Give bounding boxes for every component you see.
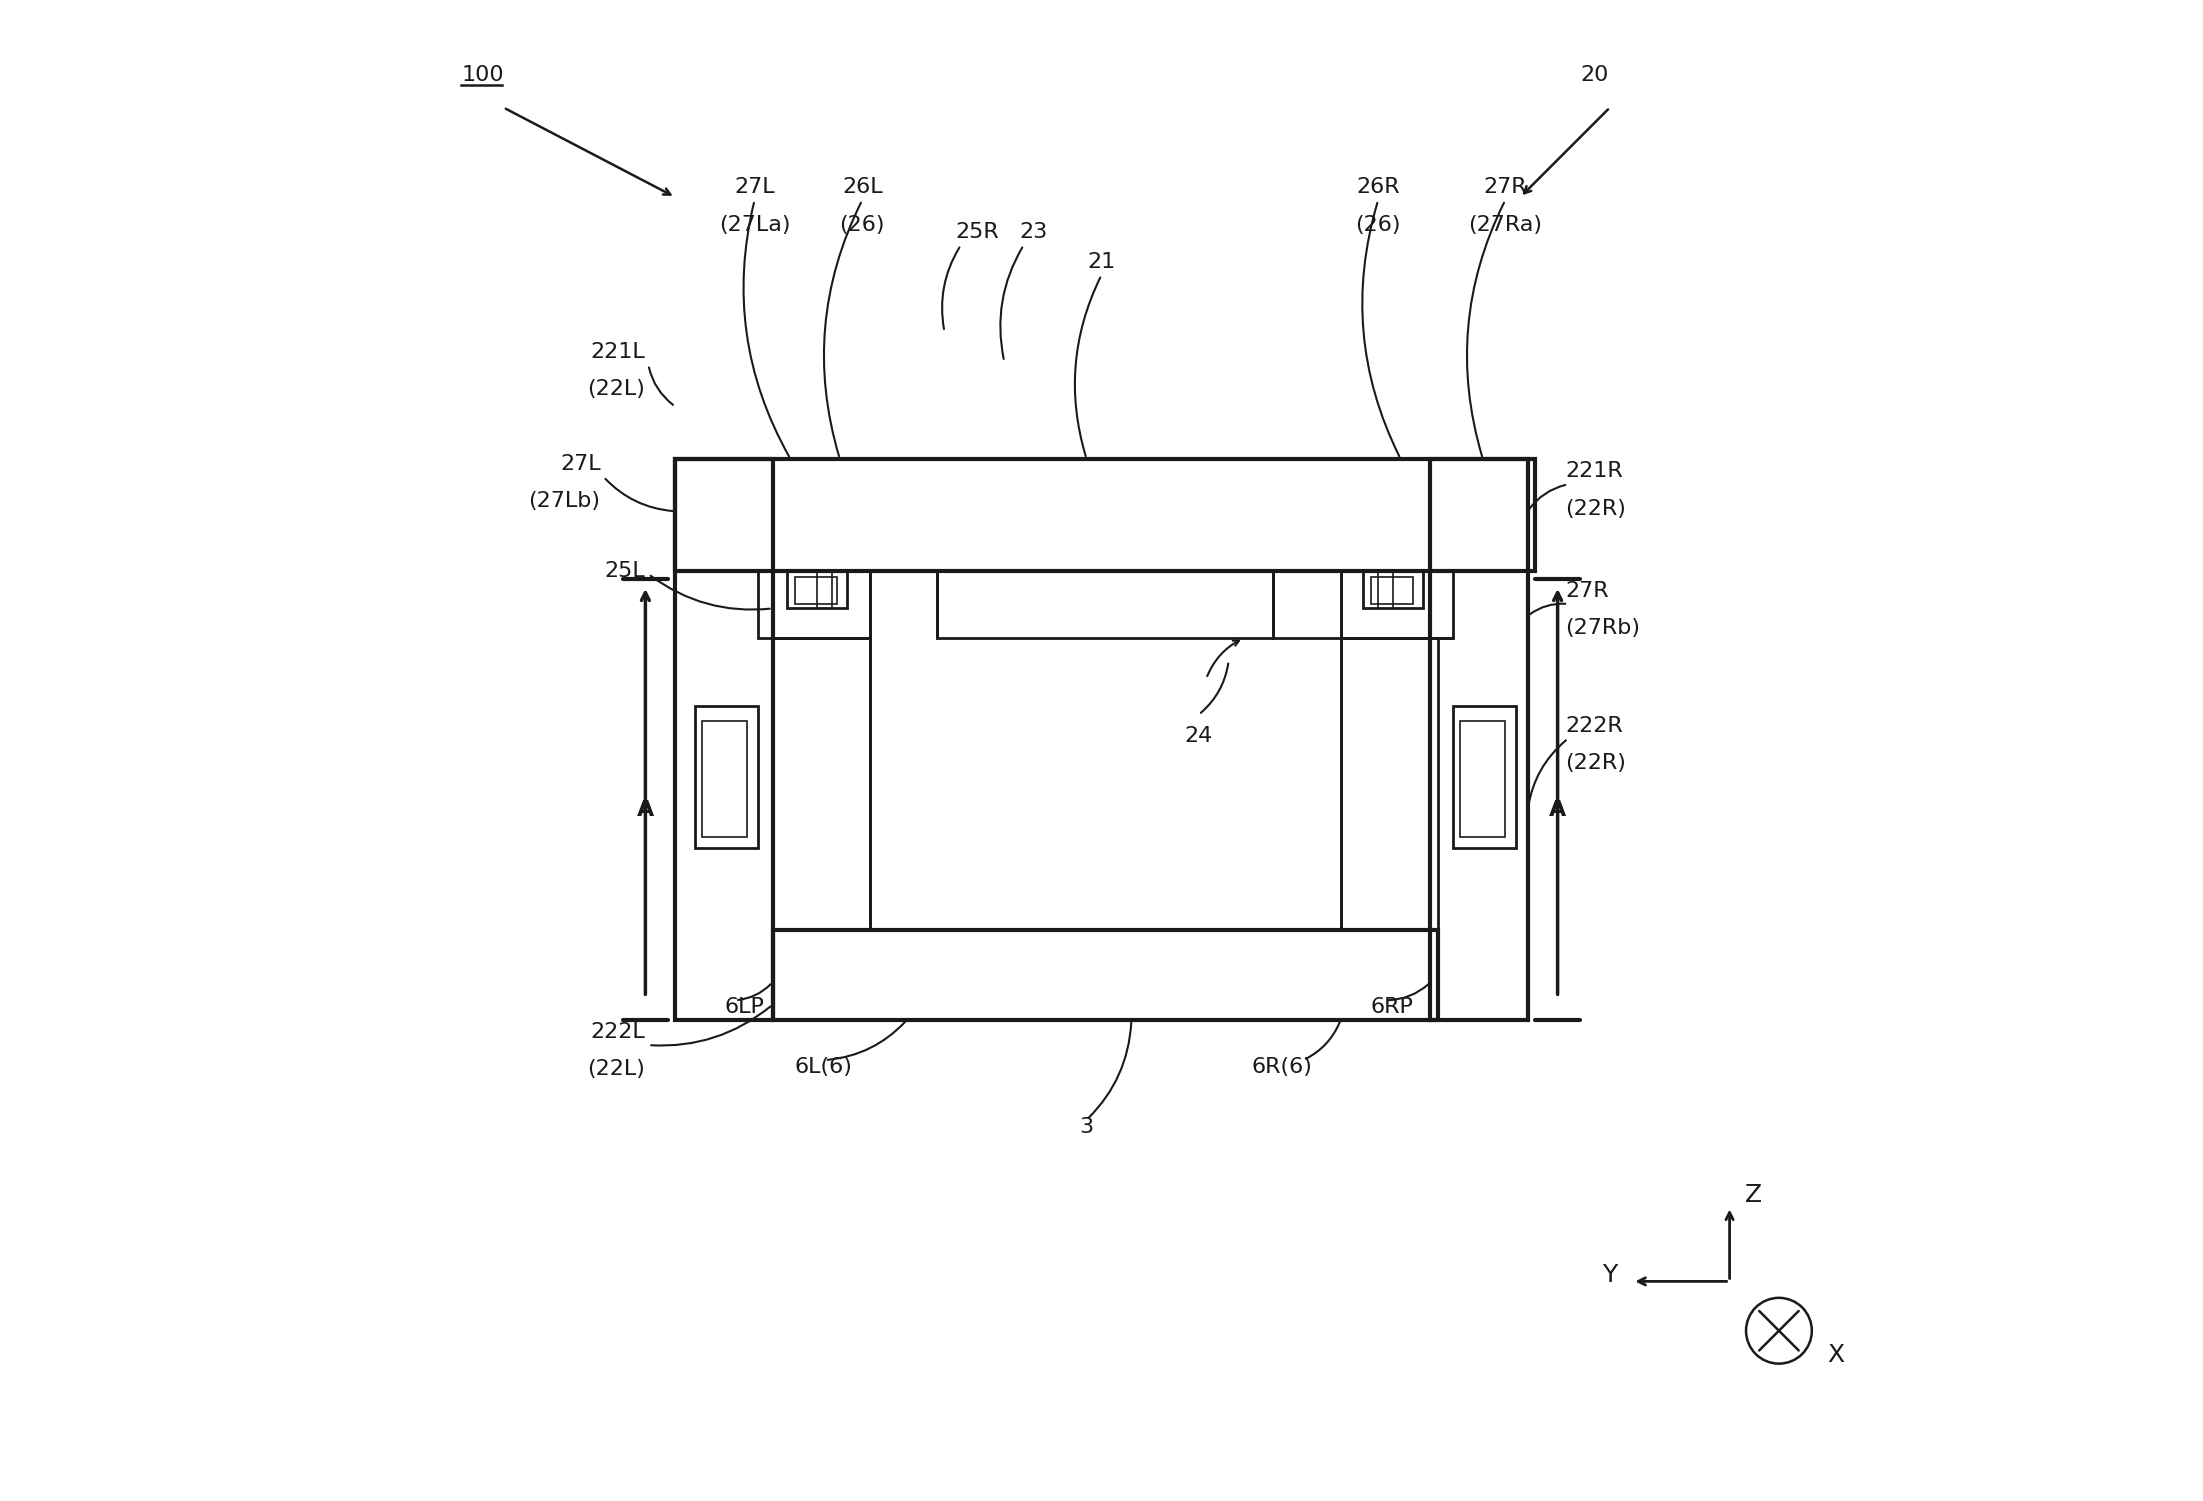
Bar bbox=[936, 570, 1273, 638]
Text: 3: 3 bbox=[1079, 1117, 1093, 1136]
Bar bbox=[1454, 705, 1516, 848]
Bar bbox=[694, 705, 758, 848]
Text: 27L: 27L bbox=[560, 453, 601, 474]
Text: 6L(6): 6L(6) bbox=[795, 1057, 853, 1078]
Text: 100: 100 bbox=[460, 65, 504, 86]
Text: (27Lb): (27Lb) bbox=[529, 491, 601, 512]
Text: 6R(6): 6R(6) bbox=[1251, 1057, 1313, 1078]
Text: 26L: 26L bbox=[842, 177, 883, 197]
Text: A: A bbox=[637, 800, 654, 821]
Text: 221R: 221R bbox=[1564, 461, 1624, 482]
Text: 23: 23 bbox=[1020, 222, 1046, 242]
Bar bbox=[676, 459, 1535, 570]
Bar bbox=[786, 570, 848, 608]
Bar bbox=[870, 570, 1342, 931]
Text: 27R: 27R bbox=[1564, 581, 1608, 600]
Bar bbox=[1342, 570, 1454, 638]
Text: (22L): (22L) bbox=[588, 1060, 645, 1079]
Text: 222L: 222L bbox=[590, 1022, 645, 1042]
Text: (22L): (22L) bbox=[588, 380, 645, 399]
Text: 26R: 26R bbox=[1357, 177, 1399, 197]
Bar bbox=[1342, 638, 1439, 931]
Bar bbox=[1430, 459, 1527, 1019]
Text: 24: 24 bbox=[1185, 725, 1214, 746]
Text: Z: Z bbox=[1745, 1183, 1762, 1207]
Text: (26): (26) bbox=[839, 215, 886, 234]
Bar bbox=[758, 570, 870, 638]
Text: 6LP: 6LP bbox=[725, 997, 764, 1018]
Text: (26): (26) bbox=[1355, 215, 1401, 234]
Text: 25L: 25L bbox=[604, 561, 645, 581]
Bar bbox=[1364, 570, 1423, 608]
Bar bbox=[676, 459, 773, 1019]
Text: A: A bbox=[1549, 800, 1566, 821]
Text: 25R: 25R bbox=[954, 222, 998, 242]
Text: 27L: 27L bbox=[734, 177, 775, 197]
Text: 6RP: 6RP bbox=[1370, 997, 1414, 1018]
Text: (27Rb): (27Rb) bbox=[1564, 618, 1639, 638]
Text: X: X bbox=[1826, 1343, 1844, 1367]
Text: Y: Y bbox=[1602, 1264, 1617, 1288]
Text: 20: 20 bbox=[1580, 65, 1608, 86]
Text: (22R): (22R) bbox=[1564, 498, 1626, 519]
Bar bbox=[703, 720, 747, 838]
Text: 21: 21 bbox=[1088, 252, 1115, 272]
Bar bbox=[1370, 576, 1412, 603]
Text: 221L: 221L bbox=[590, 342, 645, 362]
Text: (22R): (22R) bbox=[1564, 754, 1626, 773]
Bar bbox=[773, 638, 870, 931]
Text: 27R: 27R bbox=[1483, 177, 1527, 197]
Text: 222R: 222R bbox=[1564, 716, 1624, 735]
Bar bbox=[773, 931, 1439, 1019]
Bar bbox=[1461, 720, 1505, 838]
Text: (27La): (27La) bbox=[718, 215, 791, 234]
Text: (27Ra): (27Ra) bbox=[1467, 215, 1542, 234]
Bar bbox=[795, 576, 837, 603]
